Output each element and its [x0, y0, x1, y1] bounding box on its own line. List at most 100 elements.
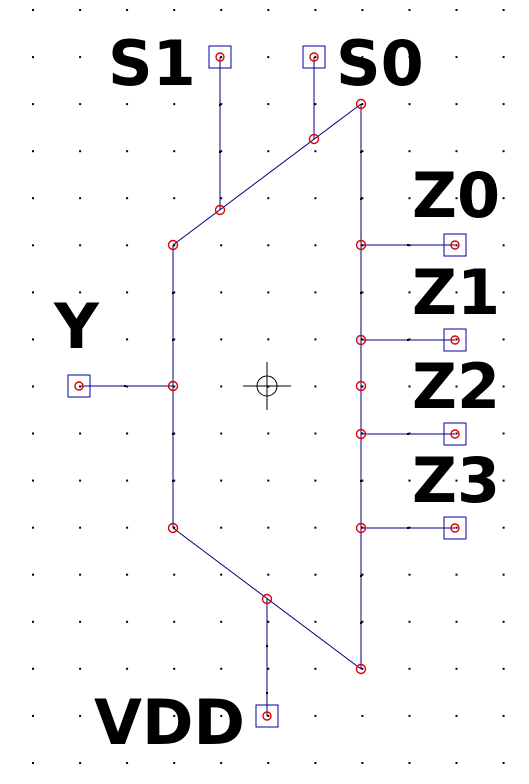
grid-dot: [267, 291, 270, 294]
grid-dot: [32, 244, 34, 247]
grid-dot: [502, 573, 505, 576]
grid-dot: [126, 197, 129, 200]
grid-dot: [314, 432, 317, 435]
grid-dot: [32, 526, 34, 529]
pin-label-z1: Z1: [412, 256, 500, 329]
pin-labels: S1 S0 Y VDD Z0 Z1 Z2 Z3: [53, 27, 500, 759]
grid-dot: [455, 150, 458, 153]
grid-dot: [502, 620, 505, 623]
grid-dot: [267, 432, 270, 435]
handle-red-circle-handle-icon[interactable]: [167, 522, 179, 534]
grid-dot: [220, 526, 223, 529]
grid-dot: [173, 479, 176, 482]
grid-dot: [79, 714, 82, 717]
handle-red-circle-handle-icon[interactable]: [450, 429, 460, 439]
handle-red-circle-handle-icon[interactable]: [450, 240, 460, 250]
pin-label-z3: Z3: [412, 444, 500, 517]
grid-dot: [455, 56, 458, 59]
body-top-edge: [172, 103, 362, 246]
handle-red-circle-handle-icon[interactable]: [262, 711, 272, 721]
grid-dot: [502, 197, 505, 200]
handle-red-circle-handle-icon[interactable]: [167, 380, 179, 392]
grid-dot: [502, 667, 505, 670]
grid-dot: [173, 244, 176, 247]
grid-dot: [79, 526, 82, 529]
grid-dot: [314, 620, 317, 623]
pin-markers: [67, 45, 467, 728]
grid-dot: [173, 526, 176, 529]
grid-dot: [32, 338, 34, 341]
pin-label-s1: S1: [108, 27, 196, 100]
handle-red-circle-handle-icon[interactable]: [355, 334, 367, 346]
grid-dot: [408, 714, 411, 717]
grid-dot: [267, 762, 270, 764]
pin-s1-square-pin-icon[interactable]: [208, 45, 232, 69]
handle-red-circle-handle-icon[interactable]: [308, 133, 320, 145]
handle-red-circle-handle-icon[interactable]: [167, 239, 179, 251]
handle-red-circle-handle-icon[interactable]: [355, 522, 367, 534]
grid-dot: [32, 762, 34, 764]
grid-dot: [314, 573, 317, 576]
grid-dot: [502, 56, 505, 59]
grid-dot: [455, 667, 458, 670]
grid-dot: [173, 620, 176, 623]
grid-dot: [126, 667, 129, 670]
handle-red-circle-handle-icon[interactable]: [355, 239, 367, 251]
grid-dot: [220, 291, 223, 294]
grid-dot: [126, 291, 129, 294]
grid-dot: [455, 103, 458, 106]
grid-dot: [408, 103, 411, 106]
grid-dot: [126, 432, 129, 435]
handle-red-circle-handle-icon[interactable]: [355, 663, 367, 675]
grid-dot: [126, 103, 129, 106]
handle-red-circle-handle-icon[interactable]: [309, 52, 319, 62]
grid-dot: [220, 103, 223, 106]
grid-dot: [79, 291, 82, 294]
grid-dot: [361, 573, 364, 576]
grid-dot: [502, 244, 505, 247]
pin-z3-square-pin-icon[interactable]: [443, 516, 467, 540]
pin-s0-square-pin-icon[interactable]: [302, 45, 326, 69]
grid-dot: [32, 150, 34, 153]
pin-z0-square-pin-icon[interactable]: [443, 233, 467, 257]
grid-dot: [314, 291, 317, 294]
grid-dot: [32, 620, 34, 623]
pin-label-vdd: VDD: [94, 686, 245, 759]
grid-dot: [220, 479, 223, 482]
grid-dot: [126, 150, 129, 153]
grid-dot: [455, 291, 458, 294]
pin-y-square-pin-icon[interactable]: [67, 374, 91, 398]
handle-red-circle-handle-icon[interactable]: [355, 428, 367, 440]
handle-red-circle-handle-icon[interactable]: [215, 52, 225, 62]
handle-red-circle-handle-icon[interactable]: [214, 204, 226, 216]
grid-dot: [32, 103, 34, 106]
handle-red-circle-handle-icon[interactable]: [261, 593, 273, 605]
grid-dot: [455, 526, 458, 529]
handle-red-circle-handle-icon[interactable]: [74, 381, 84, 391]
grid-dot: [361, 620, 364, 623]
grid-dot: [361, 9, 364, 11]
grid-dot: [455, 714, 458, 717]
grid-dot: [408, 56, 411, 59]
grid-dot: [220, 385, 223, 388]
grid-dot: [408, 9, 411, 11]
handle-red-circle-handle-icon[interactable]: [355, 98, 367, 110]
handle-red-circle-handle-icon[interactable]: [450, 335, 460, 345]
pin-vdd-square-pin-icon[interactable]: [255, 704, 279, 728]
pin-z1-square-pin-icon[interactable]: [443, 328, 467, 352]
grid-dot: [126, 479, 129, 482]
handle-red-circle-handle-icon[interactable]: [355, 380, 367, 392]
grid-dot: [502, 762, 505, 764]
grid-dot: [267, 667, 270, 670]
grid-dot: [173, 385, 176, 388]
pin-label-s0: S0: [336, 27, 424, 100]
grid-dot: [361, 714, 364, 717]
grid-dot: [502, 9, 505, 11]
grid-dot: [408, 620, 411, 623]
pin-z2-square-pin-icon[interactable]: [443, 422, 467, 446]
crosshair-circle-icon: [243, 362, 291, 410]
grid-dot: [408, 338, 411, 341]
handle-red-circle-handle-icon[interactable]: [450, 523, 460, 533]
grid-dot: [220, 667, 223, 670]
